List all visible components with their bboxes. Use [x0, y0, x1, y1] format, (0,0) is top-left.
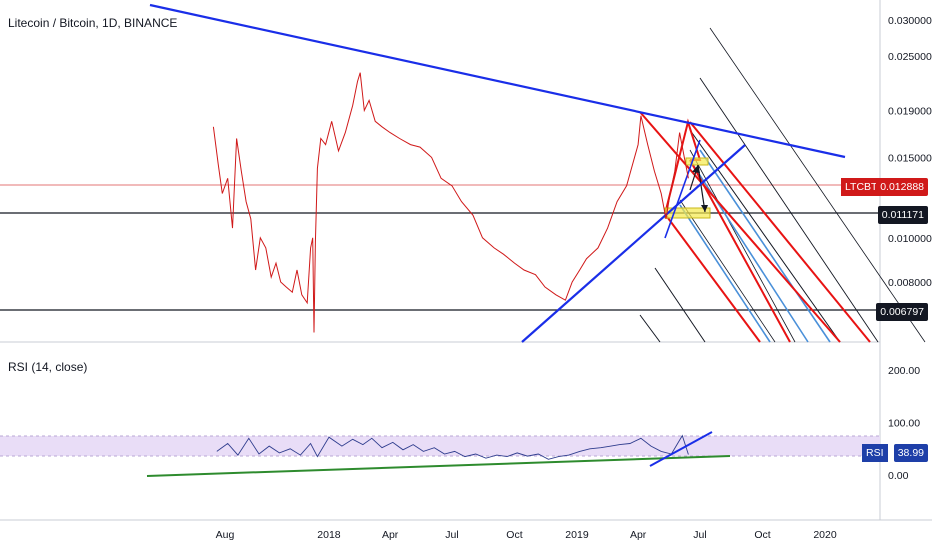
red-fork-line[interactable] [639, 111, 841, 343]
chart-title: Litecoin / Bitcoin, 1D, BINANCE [8, 16, 178, 30]
price-tick-label: 0.025000 [888, 51, 932, 63]
median-line-blue[interactable] [679, 204, 771, 343]
time-tick-label: Oct [754, 529, 770, 541]
rsi-support-trendline[interactable] [146, 455, 731, 477]
pitchfork-lower-line[interactable] [639, 314, 661, 343]
rsi-tag-label: RSI [862, 444, 888, 462]
price-tick-label: 0.010000 [888, 233, 932, 245]
rsi-breakout-trendline[interactable] [649, 431, 713, 467]
rsi-tick-label: 200.00 [888, 365, 920, 377]
ascending-trendline[interactable] [521, 144, 746, 343]
rsi-title: RSI (14, close) [8, 360, 88, 374]
time-tick-label: 2018 [317, 529, 341, 541]
red-pitchfork-lines[interactable] [639, 111, 871, 343]
price-tick-label: 0.019000 [888, 106, 932, 118]
rsi-tick-label: 100.00 [888, 418, 920, 430]
price-series-line[interactable] [212, 72, 689, 333]
arrow-head-icon [701, 205, 708, 212]
time-tick-label: 2020 [813, 529, 837, 541]
time-tick-label: Oct [506, 529, 522, 541]
price-tick-label: 0.008000 [888, 277, 932, 289]
time-tick-label: 2019 [565, 529, 589, 541]
level-lower-tag: 0.006797 [876, 303, 928, 321]
red-fork-line[interactable] [664, 213, 761, 343]
time-tick-label: Apr [382, 529, 399, 541]
red-fork-line[interactable] [689, 121, 871, 343]
rsi-band [0, 436, 880, 456]
rsi-tag-value: 38.99 [893, 444, 928, 462]
pitchfork-outer-line[interactable] [699, 77, 879, 343]
price-tick-label: 0.015000 [888, 152, 932, 164]
short-trendline[interactable] [664, 139, 701, 239]
pitchfork-lower-line[interactable] [654, 267, 706, 343]
rsi-tick-label: 0.00 [888, 470, 909, 482]
pitchfork-median-lines[interactable] [679, 149, 831, 343]
pitchfork-drawing[interactable] [639, 27, 926, 343]
level-upper-tag: 0.011171 [877, 206, 928, 224]
red-fork-line[interactable] [689, 159, 791, 343]
highlight-box-upper[interactable] [685, 157, 709, 166]
pitchfork-inner-line[interactable] [689, 149, 796, 343]
arrow-head-icon [692, 165, 700, 173]
current-price-tag: 0.012888 [876, 178, 928, 196]
pitchfork-outer-line[interactable] [709, 27, 926, 343]
descending-trendline[interactable] [149, 3, 846, 159]
price-tick-label: 0.030000 [888, 15, 932, 27]
rsi-series-line[interactable] [216, 434, 689, 460]
time-tick-label: Jul [693, 529, 706, 541]
time-tick-label: Aug [216, 529, 235, 541]
price-scale[interactable]: 0.030000 0.025000 0.019000 0.015000 0.010000… [888, 15, 932, 289]
time-tick-label: Apr [630, 529, 647, 541]
median-line-blue[interactable] [689, 159, 809, 343]
time-scale[interactable]: Aug 2018 Apr Jul Oct 2019 Apr Jul Oct 2020 [216, 529, 837, 541]
pitchfork-inner-line[interactable] [679, 199, 776, 343]
rsi-scale[interactable]: 200.00 100.00 0.00 [888, 365, 920, 482]
time-tick-label: Jul [445, 529, 458, 541]
median-line-blue[interactable] [699, 149, 831, 343]
pitchfork-outer-line[interactable] [689, 129, 841, 343]
